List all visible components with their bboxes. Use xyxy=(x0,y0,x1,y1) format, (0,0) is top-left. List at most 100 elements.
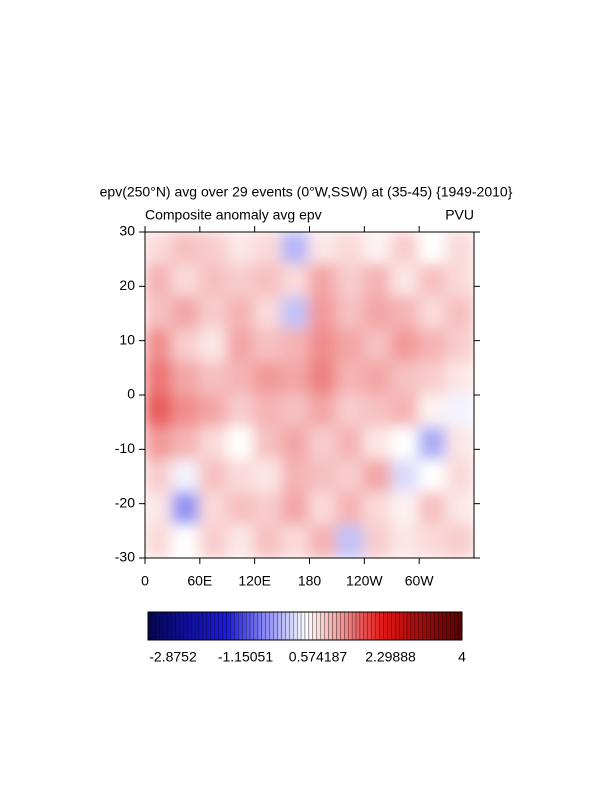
heat-cell xyxy=(171,459,201,494)
heat-cell xyxy=(308,491,338,527)
heat-cell xyxy=(171,394,201,429)
heat-cell xyxy=(171,426,201,462)
colorbar-box xyxy=(151,611,157,641)
heat-cell xyxy=(253,524,284,558)
y-tick-label: 30 xyxy=(119,223,135,239)
heat-cell xyxy=(363,361,393,396)
heat-cell xyxy=(145,426,174,462)
colorbar-box xyxy=(300,611,306,641)
colorbar-box xyxy=(348,611,353,641)
colorbar-label: 4 xyxy=(458,649,466,665)
colorbar-box xyxy=(202,611,208,641)
heat-cell xyxy=(418,263,448,299)
colorbar-box xyxy=(296,611,302,641)
x-tick-label: 60W xyxy=(405,573,435,589)
heat-cell xyxy=(363,296,393,331)
heat-cell xyxy=(390,491,421,527)
colorbar-box xyxy=(332,611,337,641)
heat-cell xyxy=(171,361,201,396)
colorbar-box xyxy=(273,611,278,641)
heat-cell xyxy=(226,426,256,462)
heat-cell xyxy=(418,524,448,558)
heat-cell xyxy=(308,394,338,429)
colorbar-box xyxy=(371,611,376,641)
field xyxy=(145,232,474,558)
colorbar-box xyxy=(304,611,310,641)
heat-cell xyxy=(281,459,311,494)
colorbar-box xyxy=(289,611,294,641)
colorbar: -2.8752 -1.15051 0.574187 2.29888 4 xyxy=(147,611,466,665)
heat-cell xyxy=(145,296,174,331)
colorbar-box xyxy=(414,611,419,641)
heat-cell xyxy=(418,394,448,429)
y-tick-label: 0 xyxy=(127,386,135,402)
colorbar-box xyxy=(253,611,259,641)
colorbar-box xyxy=(277,611,282,641)
colorbar-box xyxy=(269,611,274,641)
colorbar-label: 0.574187 xyxy=(289,649,348,665)
heat-cell xyxy=(418,459,448,494)
colorbar-box xyxy=(442,611,447,641)
heat-cell xyxy=(281,263,311,299)
colorbar-box xyxy=(265,611,270,641)
heat-cell xyxy=(390,426,421,462)
heat-cell xyxy=(145,232,174,266)
heat-cell xyxy=(171,232,201,266)
heat-cell xyxy=(390,232,421,266)
colorbar-box xyxy=(238,611,243,641)
colorbar-box xyxy=(257,611,262,641)
heat-cell xyxy=(390,263,421,299)
y-tick-label: -20 xyxy=(115,494,135,510)
colorbar-box xyxy=(383,611,388,641)
heat-cell xyxy=(445,459,474,494)
heat-cell xyxy=(253,232,284,266)
heat-cell xyxy=(226,296,256,331)
colorbar-box xyxy=(285,611,290,641)
heat-cell xyxy=(335,263,366,299)
heat-cell xyxy=(335,361,366,396)
heat-cell xyxy=(418,296,448,331)
heat-cell xyxy=(363,426,393,462)
colorbar-box xyxy=(281,611,286,641)
colorbar-box xyxy=(336,611,341,641)
heat-cell xyxy=(171,328,201,364)
heat-cell xyxy=(226,232,256,266)
colorbar-box xyxy=(387,611,392,641)
heat-cell xyxy=(308,426,338,462)
heat-cell xyxy=(145,263,174,299)
heat-cell xyxy=(145,328,174,364)
colorbar-box xyxy=(328,611,333,641)
heat-cell xyxy=(390,459,421,494)
heat-cell xyxy=(226,328,256,364)
colorbar-box xyxy=(450,611,455,641)
heat-cell xyxy=(198,328,229,364)
heat-cell xyxy=(363,394,393,429)
heat-cell xyxy=(335,394,366,429)
y-tick-label: -30 xyxy=(115,549,135,565)
heat-cell xyxy=(145,361,174,396)
heat-cell xyxy=(171,263,201,299)
y-tick-label: -10 xyxy=(115,440,135,456)
colorbar-box xyxy=(363,611,368,641)
heat-cell xyxy=(226,491,256,527)
colorbar-label: -2.8752 xyxy=(149,649,197,665)
heat-cell xyxy=(418,491,448,527)
colorbar-box xyxy=(230,611,235,641)
heat-cell xyxy=(281,491,311,527)
colorbar-box xyxy=(351,611,357,641)
heat-cell xyxy=(308,361,338,396)
heat-cell xyxy=(253,459,284,494)
heat-cell xyxy=(198,296,229,331)
heat-cell xyxy=(145,491,174,527)
colorbar-box xyxy=(410,611,416,641)
heat-cell xyxy=(335,426,366,462)
heat-cell xyxy=(226,524,256,558)
colorbar-box xyxy=(391,611,396,641)
heat-cell xyxy=(390,328,421,364)
heat-cell xyxy=(445,296,474,331)
colorbar-box xyxy=(406,611,412,641)
heat-cell xyxy=(418,232,448,266)
colorbar-box xyxy=(293,611,298,641)
